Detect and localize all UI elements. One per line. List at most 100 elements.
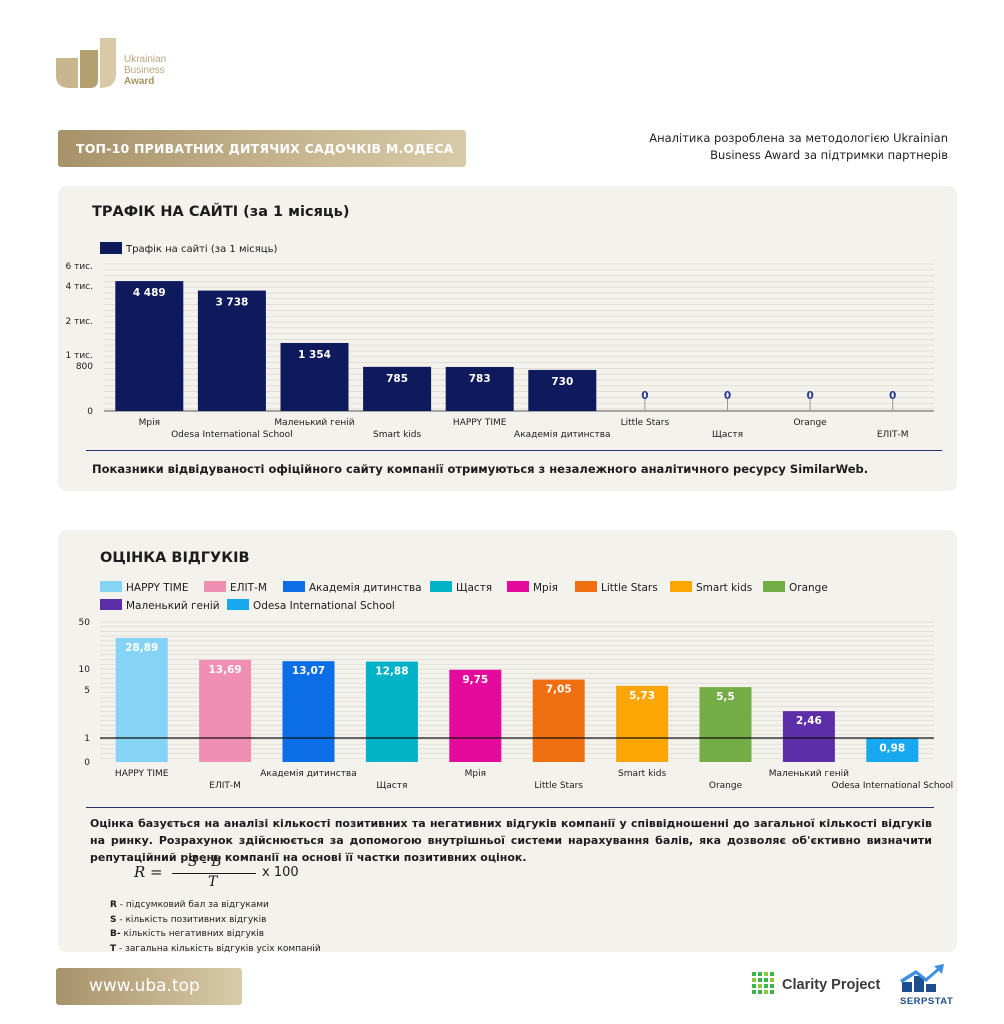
traffic-data-label: 785 (386, 373, 408, 385)
reviews-category-label: Little Stars (534, 781, 583, 791)
reviews-bar-академія-дитинства (282, 661, 335, 762)
reviews-legend-swatch-еліт-м (204, 581, 226, 592)
formula-multiplier: x 100 (262, 865, 299, 880)
clarity-project-text: Clarity Project (782, 977, 881, 993)
traffic-data-label: 0 (641, 390, 648, 402)
methodology-line-2: Business Award за підтримки партнерів (710, 148, 948, 162)
reviews-legend-swatch-академія-дитинства (283, 581, 305, 592)
reviews-legend-label: Мрія (533, 582, 558, 594)
traffic-ytick-label: 4 тис. (66, 282, 94, 292)
reviews-panel: ОЦІНКА ВІДГУКІВ HAPPY TIME ЕЛІТ-М Академія… (58, 530, 957, 954)
reviews-legend-swatch-маленький-геній (100, 599, 122, 610)
traffic-category-label: Orange (793, 418, 827, 428)
traffic-bar-академія-дитинства (528, 369, 597, 411)
uba-logo: Ukrainian Business Award (56, 36, 186, 92)
logo-wordmark: Ukrainian Business Award (124, 54, 166, 87)
definition-t: T - загальна кількість відгуків усіх ком… (110, 943, 321, 954)
traffic-divider (86, 450, 942, 451)
reviews-category-label: Мрія (465, 769, 486, 779)
reviews-legend-swatch-odesa-international-school (227, 599, 249, 610)
traffic-panel-title: ТРАФІК НА САЙТІ (за 1 місяць) (92, 204, 350, 220)
reviews-bar-smart-kids (616, 685, 669, 762)
traffic-legend-label: Трафік на сайті (за 1 місяць) (125, 243, 277, 255)
reviews-ytick-label: 5 (84, 686, 90, 696)
uba-logo-mark (56, 38, 116, 88)
serpstat-logo: SERPSTAT (898, 964, 954, 1012)
clarity-project-logo: Clarity Project (752, 972, 880, 1000)
traffic-category-label: Little Stars (621, 418, 670, 428)
formula-lhs: R = (134, 863, 163, 881)
reviews-bar-little-stars (532, 679, 585, 762)
traffic-bar-маленький-геній (280, 342, 349, 411)
traffic-category-label: Odesa International School (171, 430, 293, 440)
reviews-data-label: 12,88 (375, 666, 408, 678)
website-link[interactable]: www.uba.top (56, 968, 242, 1005)
reviews-data-label: 5,5 (716, 691, 735, 703)
reviews-bar-щастя (365, 661, 418, 762)
reviews-legend-label: Smart kids (696, 582, 752, 594)
reviews-ytick-label: 0 (84, 758, 90, 768)
serpstat-chart-icon (900, 964, 944, 992)
reviews-bar-happy-time (115, 638, 168, 762)
traffic-category-label: Маленький геній (274, 418, 354, 428)
reviews-legend-swatch-little-stars (575, 581, 597, 592)
reviews-legend-swatch-smart-kids (670, 581, 692, 592)
reviews-panel-title: ОЦІНКА ВІДГУКІВ (100, 550, 250, 566)
traffic-data-label: 0 (806, 390, 813, 402)
traffic-bar-happy-time (445, 366, 514, 411)
traffic-legend-swatch (100, 242, 122, 254)
formula-denominator: T (208, 874, 218, 890)
logo-line-2: Business (124, 65, 165, 76)
reviews-category-label: Odesa International School (832, 781, 954, 791)
reviews-category-label: Академія дитинства (260, 769, 357, 779)
traffic-data-label: 783 (469, 373, 491, 385)
traffic-category-label: HAPPY TIME (453, 418, 507, 428)
reviews-data-label: 28,89 (125, 642, 158, 654)
definition-b: B- кількість негативних відгуків (110, 929, 265, 939)
reviews-ytick-label: 50 (79, 618, 91, 628)
traffic-ytick-label: 1 тис. (66, 351, 94, 361)
reviews-legend-label: Щастя (456, 582, 492, 594)
traffic-data-label: 730 (551, 376, 573, 388)
reviews-data-label: 5,73 (629, 690, 655, 702)
clarity-grid-icon (752, 972, 774, 994)
reviews-legend-label: Odesa International School (253, 600, 395, 612)
traffic-ytick-label: 2 тис. (66, 317, 94, 327)
review-formula: R = S - B T x 100 (132, 854, 322, 897)
traffic-category-label: Академія дитинства (514, 430, 611, 440)
reviews-data-label: 2,46 (796, 715, 822, 727)
traffic-data-label: 1 354 (298, 349, 331, 361)
traffic-data-label: 4 489 (133, 287, 166, 299)
reviews-data-label: 13,69 (208, 664, 241, 676)
reviews-category-label: HAPPY TIME (115, 769, 169, 779)
logo-line-1: Ukrainian (124, 54, 167, 65)
reviews-bar-odesa-international-school (866, 738, 919, 762)
traffic-data-label: 3 738 (215, 297, 248, 309)
traffic-bar-smart-kids (363, 366, 432, 411)
formula-definitions: R - підсумковий бал за відгуками S - кіл… (110, 898, 321, 956)
reviews-category-label: ЕЛІТ-М (209, 781, 241, 791)
traffic-ytick-label: 800 (76, 362, 93, 372)
reviews-legend-label: Академія дитинства (309, 582, 422, 594)
reviews-legend-swatch-щастя (430, 581, 452, 592)
traffic-source-note: Показники відвідуваності офіційного сайт… (92, 462, 869, 476)
reviews-bar-мрія (449, 669, 502, 762)
reviews-bar-chart: HAPPY TIME ЕЛІТ-М Академія дитинства Щастя М… (79, 581, 954, 791)
reviews-divider (86, 807, 934, 808)
definition-r: R - підсумковий бал за відгуками (110, 900, 269, 910)
definition-s: S - кількість позитивних відгуків (110, 914, 267, 925)
reviews-category-label: Маленький геній (769, 769, 849, 779)
reviews-category-label: Smart kids (618, 769, 667, 779)
reviews-data-label: 13,07 (292, 665, 325, 677)
reviews-ytick-label: 10 (79, 665, 91, 675)
reviews-category-label: Щастя (376, 781, 407, 791)
serpstat-text: SERPSTAT (900, 996, 954, 1007)
reviews-data-label: 9,75 (462, 674, 488, 686)
reviews-data-label: 7,05 (546, 684, 572, 696)
reviews-legend-label: Маленький геній (126, 600, 220, 612)
reviews-legend-label: HAPPY TIME (126, 582, 188, 594)
reviews-method-note: Оцінка базується на аналізі кількості по… (90, 817, 932, 864)
reviews-legend-swatch-happy-time (100, 581, 122, 592)
reviews-legend-swatch-мрія (507, 581, 529, 592)
